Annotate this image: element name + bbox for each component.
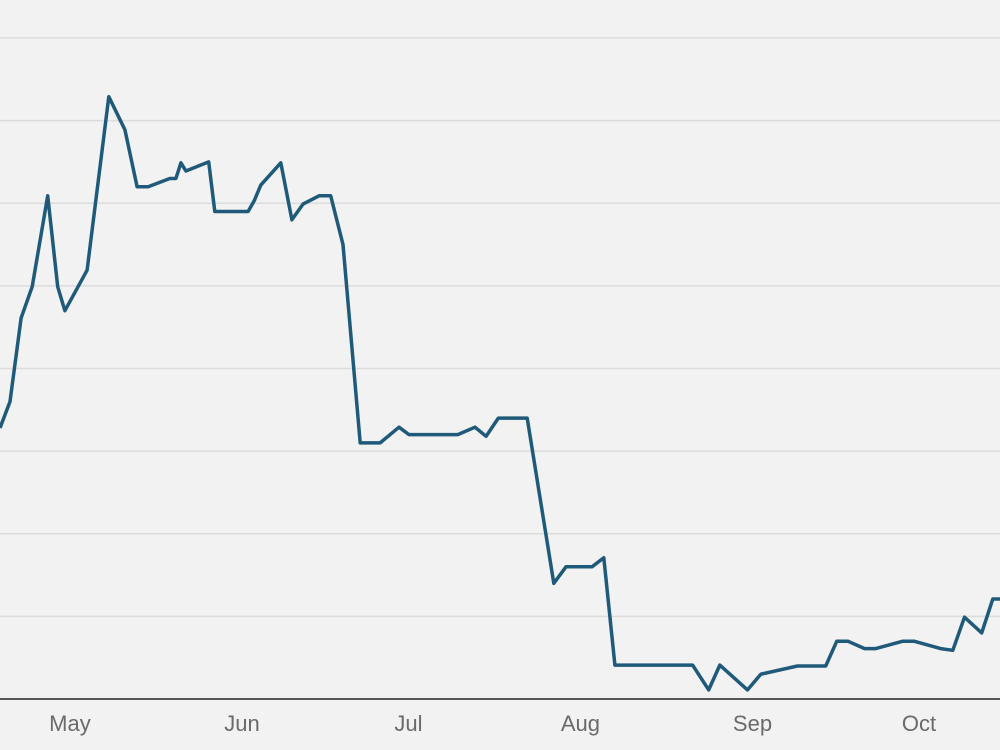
x-tick-label: May [49, 711, 91, 736]
x-tick-label: Oct [902, 711, 936, 736]
data-line [0, 94, 1000, 692]
x-tick-label: Aug [561, 711, 600, 736]
x-tick-label: Jul [394, 711, 422, 736]
x-tick-label: Sep [733, 711, 772, 736]
x-tick-label: Jun [224, 711, 259, 736]
